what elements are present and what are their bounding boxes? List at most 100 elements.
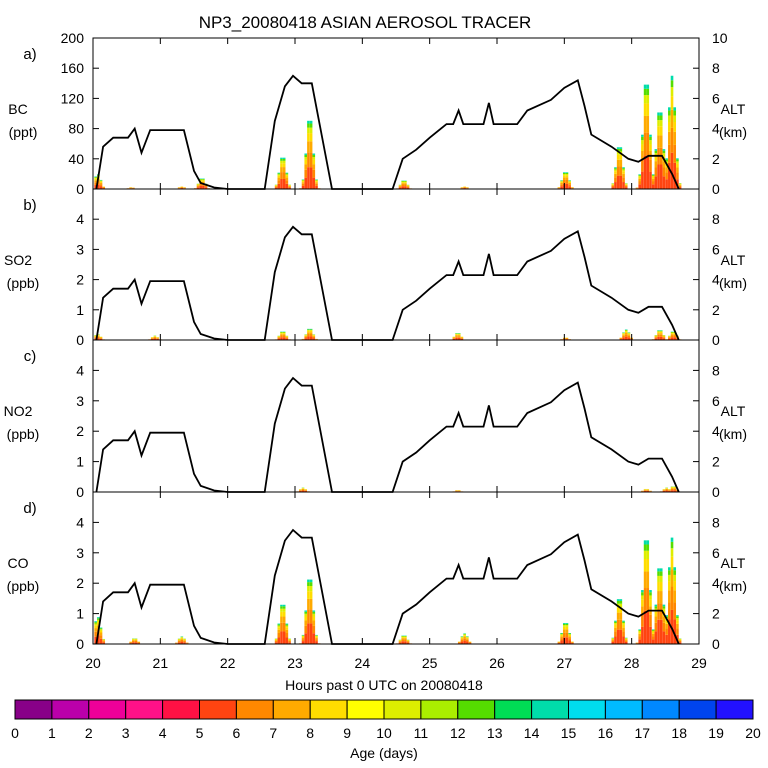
left-tick-label: 1 xyxy=(76,302,84,318)
tracer-bar xyxy=(668,574,671,582)
tracer-bar xyxy=(132,640,135,643)
tracer-bar xyxy=(285,632,289,638)
tracer-bar xyxy=(568,634,571,636)
tracer-bar xyxy=(649,140,652,145)
tracer-bar xyxy=(309,133,313,142)
tracer-bar xyxy=(299,490,302,492)
tracer-bar xyxy=(646,84,650,89)
tracer-bar xyxy=(641,171,644,189)
tracer-bar xyxy=(457,337,461,340)
tracer-bar xyxy=(274,642,278,644)
tracer-bar xyxy=(654,631,658,644)
tracer-bar xyxy=(670,487,674,489)
tracer-bar xyxy=(406,187,410,189)
tracer-bar xyxy=(673,567,677,571)
x-tick-label: 26 xyxy=(489,655,505,671)
alt-axis-units: (km) xyxy=(719,426,747,442)
left-tick-label: 3 xyxy=(76,393,84,409)
tracer-bar xyxy=(643,490,647,492)
tracer-bar xyxy=(659,575,663,582)
tracer-bar xyxy=(665,490,668,492)
tracer-bar xyxy=(619,600,623,604)
tracer-bar xyxy=(280,335,283,338)
tracer-bar xyxy=(404,638,407,640)
tracer-bar xyxy=(282,333,286,335)
tracer-bar xyxy=(624,330,628,332)
tracer-bar xyxy=(301,489,305,491)
right-tick-label: 10 xyxy=(712,30,728,46)
tracer-bar xyxy=(99,184,103,187)
tracer-bar xyxy=(277,336,281,337)
tracer-bar xyxy=(641,595,644,600)
tracer-bar xyxy=(662,622,666,632)
tracer-bar xyxy=(452,337,456,339)
tracer-bar xyxy=(457,336,461,338)
tracer-bar xyxy=(460,641,464,644)
tracer-bar xyxy=(312,335,316,336)
tracer-bar xyxy=(315,641,318,644)
tracer-bar xyxy=(277,637,281,644)
tracer-bar xyxy=(196,187,200,189)
tracer-bar xyxy=(312,159,316,165)
tracer-bar xyxy=(622,333,625,335)
tracer-bar xyxy=(177,639,181,641)
colorbar-tick-label: 19 xyxy=(708,725,724,741)
tracer-bar xyxy=(309,582,313,587)
left-tick-label: 3 xyxy=(76,241,84,257)
tracer-bar xyxy=(665,620,668,624)
tracer-bar xyxy=(97,336,100,339)
y-axis-units: (ppb) xyxy=(7,275,40,291)
tracer-bar xyxy=(277,625,281,628)
tracer-bar xyxy=(657,336,660,340)
tracer-bar xyxy=(668,590,671,603)
tracer-bar xyxy=(657,164,660,189)
tracer-bar xyxy=(180,641,184,644)
tracer-bar xyxy=(307,123,310,128)
tracer-bar xyxy=(282,157,286,159)
y-axis-label: CO xyxy=(8,555,29,571)
alt-axis-label: ALT xyxy=(721,252,746,268)
tracer-bar xyxy=(673,131,677,145)
colorbar-swatch xyxy=(715,699,754,720)
plot-frame xyxy=(92,37,700,190)
tracer-bar xyxy=(643,88,647,96)
tracer-bar xyxy=(309,336,313,340)
tracer-bar xyxy=(651,174,655,176)
tracer-bar xyxy=(285,625,289,628)
tracer-bar xyxy=(463,635,466,637)
tracer-bar xyxy=(299,489,302,491)
tracer-bar xyxy=(132,639,135,641)
tracer-bar xyxy=(406,640,410,641)
tracer-bar xyxy=(282,160,286,164)
tracer-bar xyxy=(309,123,313,128)
tracer-bar xyxy=(301,490,305,492)
tracer-bar xyxy=(312,177,316,189)
tracer-bar xyxy=(670,75,674,81)
tracer-bar xyxy=(282,172,286,179)
plot-frame xyxy=(92,188,700,341)
tracer-bar xyxy=(619,147,623,149)
tracer-bar xyxy=(307,332,310,334)
colorbar-swatch xyxy=(420,699,459,720)
tracer-bar xyxy=(678,184,682,185)
tracer-bar xyxy=(180,638,184,640)
tracer-bar xyxy=(654,604,658,607)
tracer-bar xyxy=(670,586,674,610)
tracer-bar xyxy=(274,640,278,642)
tracer-bar xyxy=(654,337,658,339)
tracer-bar xyxy=(99,181,103,183)
tracer-bar xyxy=(460,639,464,642)
tracer-bar xyxy=(651,175,655,177)
x-tick-label: 22 xyxy=(220,655,236,671)
tracer-bar xyxy=(638,629,641,630)
tracer-bar xyxy=(304,153,308,155)
tracer-bar xyxy=(619,166,623,176)
tracer-bar xyxy=(619,148,623,152)
tracer-bar xyxy=(624,639,628,641)
tracer-bar xyxy=(611,640,615,642)
tracer-bar xyxy=(304,620,308,626)
tracer-bar xyxy=(560,636,563,639)
tracer-bar xyxy=(611,638,615,640)
tracer-bar xyxy=(277,624,281,626)
